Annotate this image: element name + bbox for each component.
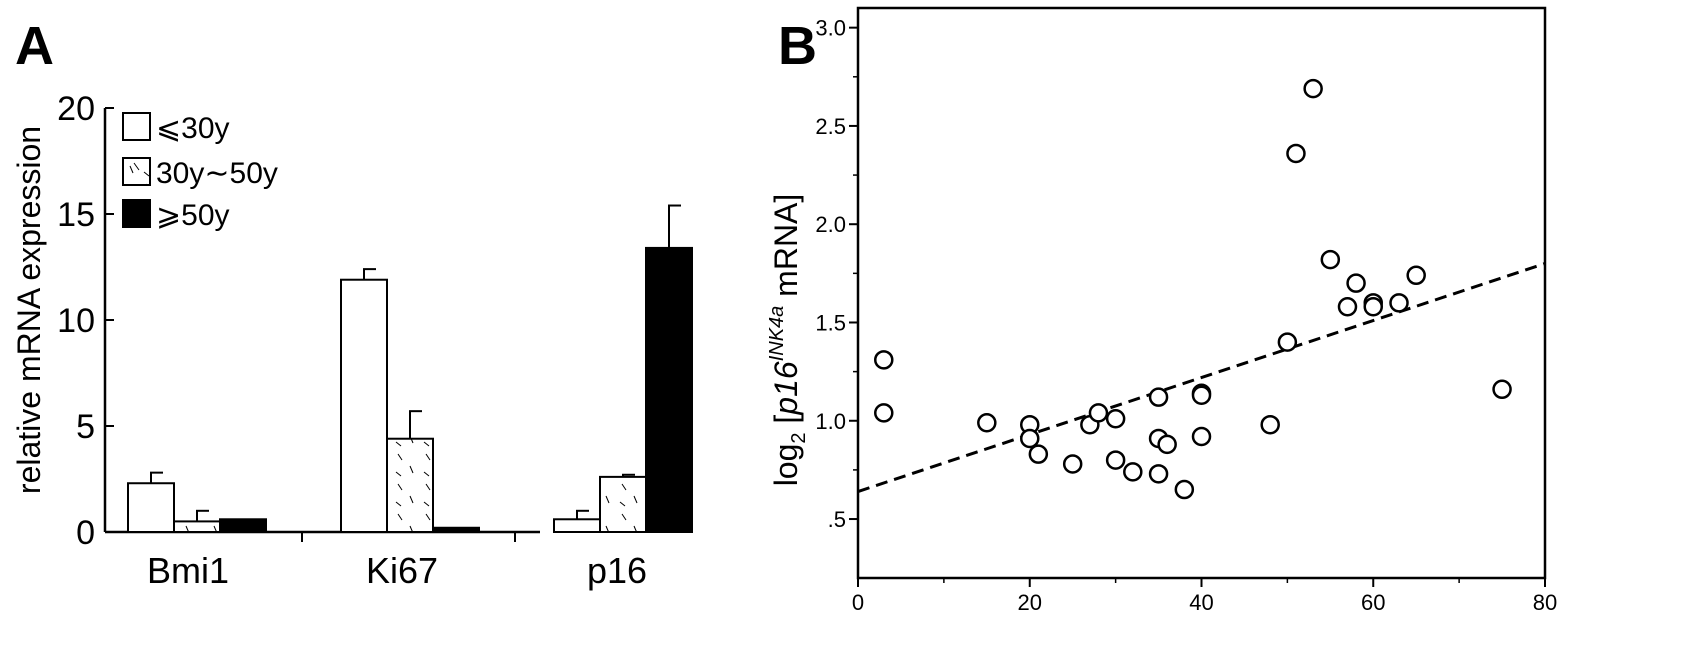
panel-b-ylabel-suffix: mRNA] <box>768 194 804 306</box>
panel-b-y-tick-label: 2.5 <box>815 114 846 139</box>
panel-b-ylabel-superscript: INK4a <box>766 306 788 362</box>
bar-bmi1-series-3 <box>219 518 267 534</box>
bar-p16-series-2 <box>599 475 647 534</box>
panel-b-x-tick-label: 0 <box>852 590 864 615</box>
scatter-point <box>1363 297 1383 317</box>
scatter-point <box>1174 479 1195 500</box>
legend-swatch-1 <box>122 112 151 141</box>
legend-dash-mark <box>133 162 140 171</box>
panel-a-y-tick-label: 20 <box>57 90 95 128</box>
panel-b-plot-border <box>856 6 1547 580</box>
panel-a-y-tick-label: 10 <box>57 302 95 340</box>
panel-b-ylabel-prefix: log <box>768 444 804 487</box>
panel-b-y-tick-label: .5 <box>828 507 846 532</box>
panel-b-ylabel-open: [ <box>768 415 804 433</box>
panel-a-legend: ⩽30y 30y∼50y ⩾50y <box>122 112 278 232</box>
bar-ki67-series-2 <box>386 437 434 533</box>
scatter-point <box>1303 78 1323 99</box>
scatter-point <box>1028 444 1049 464</box>
scatter-point <box>874 350 894 370</box>
category-label-p16: p16 <box>587 550 647 591</box>
panel-b-trendline <box>857 262 1546 493</box>
scatter-point <box>1492 379 1512 400</box>
scatter-point <box>1148 387 1169 407</box>
scatter-point <box>1123 462 1143 482</box>
panel-a-y-axis-label: relative mRNA expression <box>11 126 47 494</box>
panel-a-y-ticks: 0 5 10 15 20 <box>57 90 114 552</box>
panel-b-y-tick-label: 3.0 <box>815 16 846 41</box>
panel-b-x-tick-label: 80 <box>1533 590 1557 615</box>
legend-label-2: 30y∼50y <box>156 157 278 190</box>
panel-a-bars <box>127 204 693 534</box>
scatter-point <box>874 403 894 423</box>
panel-a-letter: A <box>15 16 54 76</box>
bar-ki67-series-3 <box>432 526 480 534</box>
scatter-point <box>1286 143 1306 164</box>
panel-b-points <box>874 78 1512 500</box>
scatter-point <box>1406 265 1426 286</box>
category-label-ki67: Ki67 <box>366 550 438 591</box>
legend-label-3: ⩾50y <box>156 199 230 232</box>
category-label-bmi1: Bmi1 <box>147 550 229 591</box>
panel-b-x-tick-label: 40 <box>1189 590 1213 615</box>
panel-b-x-tick-label: 60 <box>1361 590 1385 615</box>
panel-a-category-labels: Bmi1 Ki67 p16 <box>147 550 647 591</box>
panel-b-y-tick-label: 1.0 <box>815 409 846 434</box>
scatter-point <box>1105 409 1126 429</box>
scatter-point <box>1346 273 1366 293</box>
scatter-point <box>1337 297 1358 317</box>
scatter-point <box>1088 403 1109 423</box>
legend-swatch-2 <box>122 157 151 186</box>
panel-a-y-tick-label: 5 <box>76 408 95 446</box>
panel-b-y-axis-label: log2 [p16INK4a mRNA] <box>766 194 810 487</box>
bar-ki67-series-1 <box>340 278 388 533</box>
panel-b-scatter-plot: B log2 [p16INK4a mRNA] 0 20 40 60 80 .5 1.0 1.5… <box>766 6 1557 615</box>
legend-label-1: ⩽30y <box>156 112 230 145</box>
scatter-point <box>1260 414 1280 435</box>
scatter-point <box>1389 293 1409 313</box>
scatter-point <box>977 412 997 433</box>
scatter-point <box>1020 428 1040 449</box>
panel-b-plot-frame <box>856 6 1547 580</box>
panel-a-y-tick-label: 0 <box>76 514 95 552</box>
bar-bmi1-series-1 <box>127 482 175 533</box>
scatter-point <box>1062 454 1083 474</box>
scatter-point <box>1148 464 1169 484</box>
bar-bmi1-series-2 <box>173 520 221 534</box>
panel-a-y-tick-label: 15 <box>57 196 95 234</box>
panel-b-ylabel-gene: p16 <box>768 361 804 416</box>
panel-b-y-tick-label: 1.5 <box>815 310 846 335</box>
bar-p16-series-1 <box>553 518 601 534</box>
panel-b-x-tick-label: 20 <box>1018 590 1042 615</box>
panel-b-y-tick-label: 2.0 <box>815 212 846 237</box>
scatter-point <box>1157 434 1177 455</box>
scatter-point <box>1191 426 1212 447</box>
scatter-point <box>1105 450 1126 470</box>
panel-b-letter: B <box>778 16 817 76</box>
panel-b-ticks: 0 20 40 60 80 .5 1.0 1.5 2.0 2.5 3.0 <box>815 16 1557 615</box>
panel-a-bar-chart: A relative mRNA expression 0 5 10 15 20 Bmi1… <box>11 16 693 591</box>
panel-b-trendline-group <box>857 262 1546 493</box>
scatter-point <box>1320 249 1341 270</box>
scatter-point <box>1277 332 1298 352</box>
bar-p16-series-3 <box>645 246 693 533</box>
panel-b-ylabel-subscript: 2 <box>788 432 810 443</box>
legend-swatch-3 <box>122 199 151 228</box>
scatter-point <box>1191 385 1212 405</box>
